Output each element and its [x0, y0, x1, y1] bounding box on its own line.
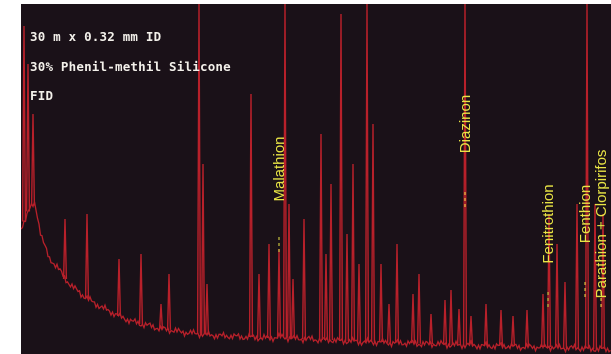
peak-25: [350, 163, 356, 342]
peak-1: [25, 63, 31, 212]
peak-24: [344, 233, 350, 342]
peak-43: [524, 309, 530, 348]
peak-51: [600, 213, 606, 350]
peak-21: [323, 253, 329, 341]
peak-30: [386, 303, 392, 343]
peak-label-fenitrothion: Fenitrothion: [540, 184, 557, 263]
peak-28: [370, 123, 376, 343]
peak-37: [456, 308, 462, 346]
peak-6: [138, 253, 144, 325]
peak-44: [540, 293, 546, 348]
peak-35: [442, 299, 448, 345]
peak-27: [364, 4, 370, 343]
peak-label-fenthion: Fenthion: [577, 185, 594, 243]
column-info: 30 m x 0.32 mm ID: [30, 29, 162, 44]
peak-label-parathion-clorpirifos: Parathion + Clorpirifos: [593, 150, 610, 299]
peak-33: [416, 273, 422, 344]
peak-label-diazinon: Diazinon: [457, 95, 474, 153]
peak-4: [84, 213, 90, 299]
peak-49: [584, 4, 590, 349]
peak-22: [328, 183, 334, 341]
peak-7: [158, 303, 164, 330]
peak-29: [378, 263, 384, 343]
peak-41: [498, 309, 504, 347]
peak-18: [290, 278, 296, 339]
baseline-trace: [21, 201, 611, 354]
peak-8: [166, 273, 172, 330]
peak-label-malathion: Malathion: [271, 136, 288, 201]
peak-11: [204, 283, 210, 335]
peak-48: [574, 203, 580, 349]
peak-10: [200, 163, 206, 335]
peak-32: [410, 293, 416, 344]
detector-info: FID: [30, 88, 54, 103]
plot-panel: Malathion Diazinon Fenitrothion Fenthion Par…: [21, 4, 611, 354]
peak-15: [276, 248, 282, 338]
peak-19: [301, 218, 307, 340]
peak-47: [562, 281, 568, 349]
peak-31: [394, 243, 400, 344]
peak-13: [256, 273, 262, 338]
peak-46: [554, 243, 560, 348]
peak-38: [462, 4, 468, 346]
peak-3: [62, 218, 68, 280]
chromatogram-plot: Malathion Diazinon Fenitrothion Fenthion Par…: [21, 4, 611, 354]
peak-42: [510, 315, 516, 347]
peak-12: [248, 93, 254, 338]
peak-45: [546, 213, 552, 348]
peak-34: [428, 313, 434, 345]
phase-info: 30% Phenil-methil Silicone: [30, 59, 231, 74]
peak-9: [196, 4, 202, 334]
peak-0: [21, 25, 27, 222]
peak-50: [592, 203, 598, 350]
peak-17: [286, 203, 292, 338]
peak-26: [356, 263, 362, 342]
peak-23: [338, 13, 344, 342]
peak-36: [448, 289, 454, 346]
peak-5: [116, 258, 122, 317]
peak-2: [30, 113, 36, 206]
peak-14: [266, 243, 272, 339]
peak-16: [282, 4, 288, 338]
peak-39: [468, 315, 474, 346]
peak-40: [483, 303, 489, 347]
peak-20: [318, 133, 324, 341]
